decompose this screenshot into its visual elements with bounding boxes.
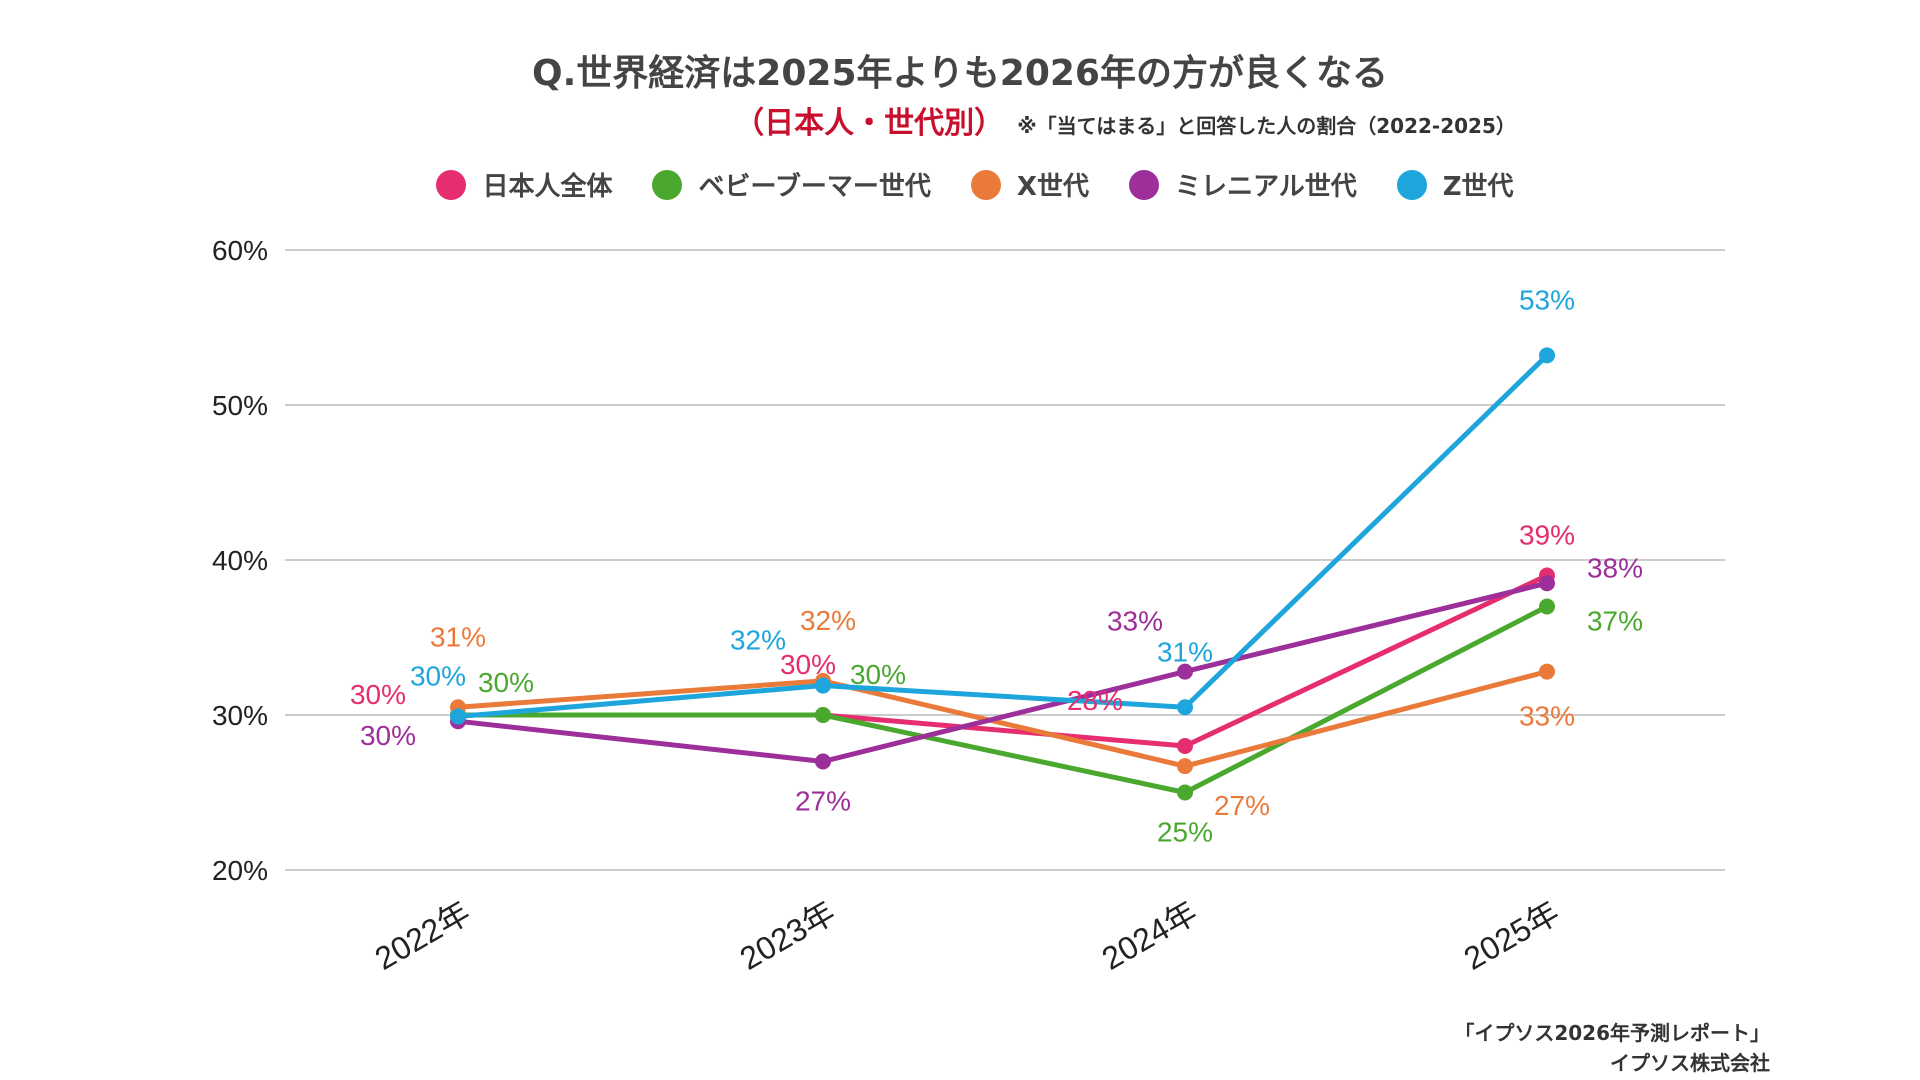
data-point bbox=[815, 677, 831, 694]
series-line bbox=[457, 669, 1548, 769]
data-label: 37% bbox=[1587, 606, 1643, 637]
data-label: 28% bbox=[1067, 685, 1123, 716]
series-line bbox=[457, 353, 1549, 720]
data-label: 32% bbox=[800, 605, 856, 636]
y-tick-label: 20% bbox=[212, 855, 268, 886]
data-point bbox=[815, 753, 831, 770]
data-label: 30% bbox=[478, 667, 534, 698]
data-point bbox=[1177, 663, 1193, 680]
legend-label: 日本人全体 bbox=[482, 172, 613, 202]
data-label: 30% bbox=[350, 679, 406, 710]
legend-label: Z世代 bbox=[1442, 172, 1514, 202]
series-line bbox=[458, 604, 1549, 795]
legend: 日本人全体 ベビーブーマー世代 X世代 ミレニアル世代 Z世代 bbox=[0, 166, 1920, 203]
legend-marker bbox=[436, 169, 467, 200]
legend-item: Z世代 bbox=[1396, 166, 1514, 203]
legend-item: 日本人全体 bbox=[436, 166, 612, 203]
data-label: 32% bbox=[730, 625, 786, 656]
source-report: 「イプソス2026年予測レポート」 bbox=[1454, 1021, 1770, 1045]
data-point bbox=[1177, 738, 1193, 754]
chart-note: ※「当てはまる」と回答した人の割合（2022-2025） bbox=[1017, 114, 1516, 138]
data-point bbox=[1177, 758, 1193, 775]
data-label: 39% bbox=[1519, 520, 1575, 551]
data-label: 53% bbox=[1519, 284, 1575, 315]
data-point bbox=[450, 708, 466, 725]
data-label: 27% bbox=[1214, 790, 1270, 821]
x-tick-label: 2024年 bbox=[1096, 894, 1203, 977]
data-point bbox=[1539, 575, 1555, 592]
legend-item: ミレニアル世代 bbox=[1128, 166, 1357, 203]
x-tick-label: 2022年 bbox=[369, 894, 476, 977]
chart-title: Q.世界経済は2025年よりも2026年の方が良くなる bbox=[532, 53, 1388, 94]
y-tick-label: 40% bbox=[212, 545, 268, 576]
series-line bbox=[457, 580, 1548, 764]
y-tick-label: 60% bbox=[212, 235, 268, 266]
subtitle-row: （日本人・世代別） ※「当てはまる」と回答した人の割合（2022-2025） bbox=[0, 98, 1920, 142]
data-label: 31% bbox=[1157, 636, 1213, 667]
data-label: 30% bbox=[780, 649, 836, 680]
legend-item: ベビーブーマー世代 bbox=[652, 166, 931, 203]
data-label: 33% bbox=[1107, 606, 1163, 637]
legend-item: X世代 bbox=[970, 166, 1089, 203]
data-point bbox=[815, 707, 831, 723]
series-line bbox=[458, 573, 1549, 749]
data-label: 30% bbox=[410, 661, 466, 692]
legend-marker bbox=[652, 169, 683, 200]
data-point bbox=[1177, 699, 1193, 716]
data-point bbox=[1539, 598, 1555, 615]
data-label: 25% bbox=[1157, 817, 1213, 848]
source-company: イプソス株式会社 bbox=[1610, 1051, 1770, 1075]
legend-marker bbox=[1396, 169, 1427, 200]
legend-label: X世代 bbox=[1016, 172, 1089, 202]
legend-label: ベビーブーマー世代 bbox=[698, 172, 931, 202]
legend-marker bbox=[1128, 169, 1159, 200]
data-label: 30% bbox=[360, 720, 416, 751]
chart-subtitle: （日本人・世代別） bbox=[734, 106, 1005, 141]
legend-marker bbox=[970, 169, 1001, 200]
source: 「イプソス2026年予測レポート」 イプソス株式会社 bbox=[1454, 1018, 1770, 1078]
data-label: 27% bbox=[795, 786, 851, 817]
legend-label: ミレニアル世代 bbox=[1174, 172, 1357, 202]
data-label: 33% bbox=[1519, 701, 1575, 732]
y-tick-label: 30% bbox=[212, 700, 268, 731]
data-label: 38% bbox=[1587, 552, 1643, 583]
x-tick-label: 2023年 bbox=[734, 894, 841, 977]
data-point bbox=[1177, 784, 1193, 801]
data-point bbox=[1539, 347, 1555, 364]
x-tick-label: 2025年 bbox=[1458, 894, 1565, 977]
data-point bbox=[1539, 663, 1555, 680]
data-label: 30% bbox=[850, 659, 906, 690]
y-tick-label: 50% bbox=[212, 390, 268, 421]
data-label: 31% bbox=[430, 621, 486, 652]
